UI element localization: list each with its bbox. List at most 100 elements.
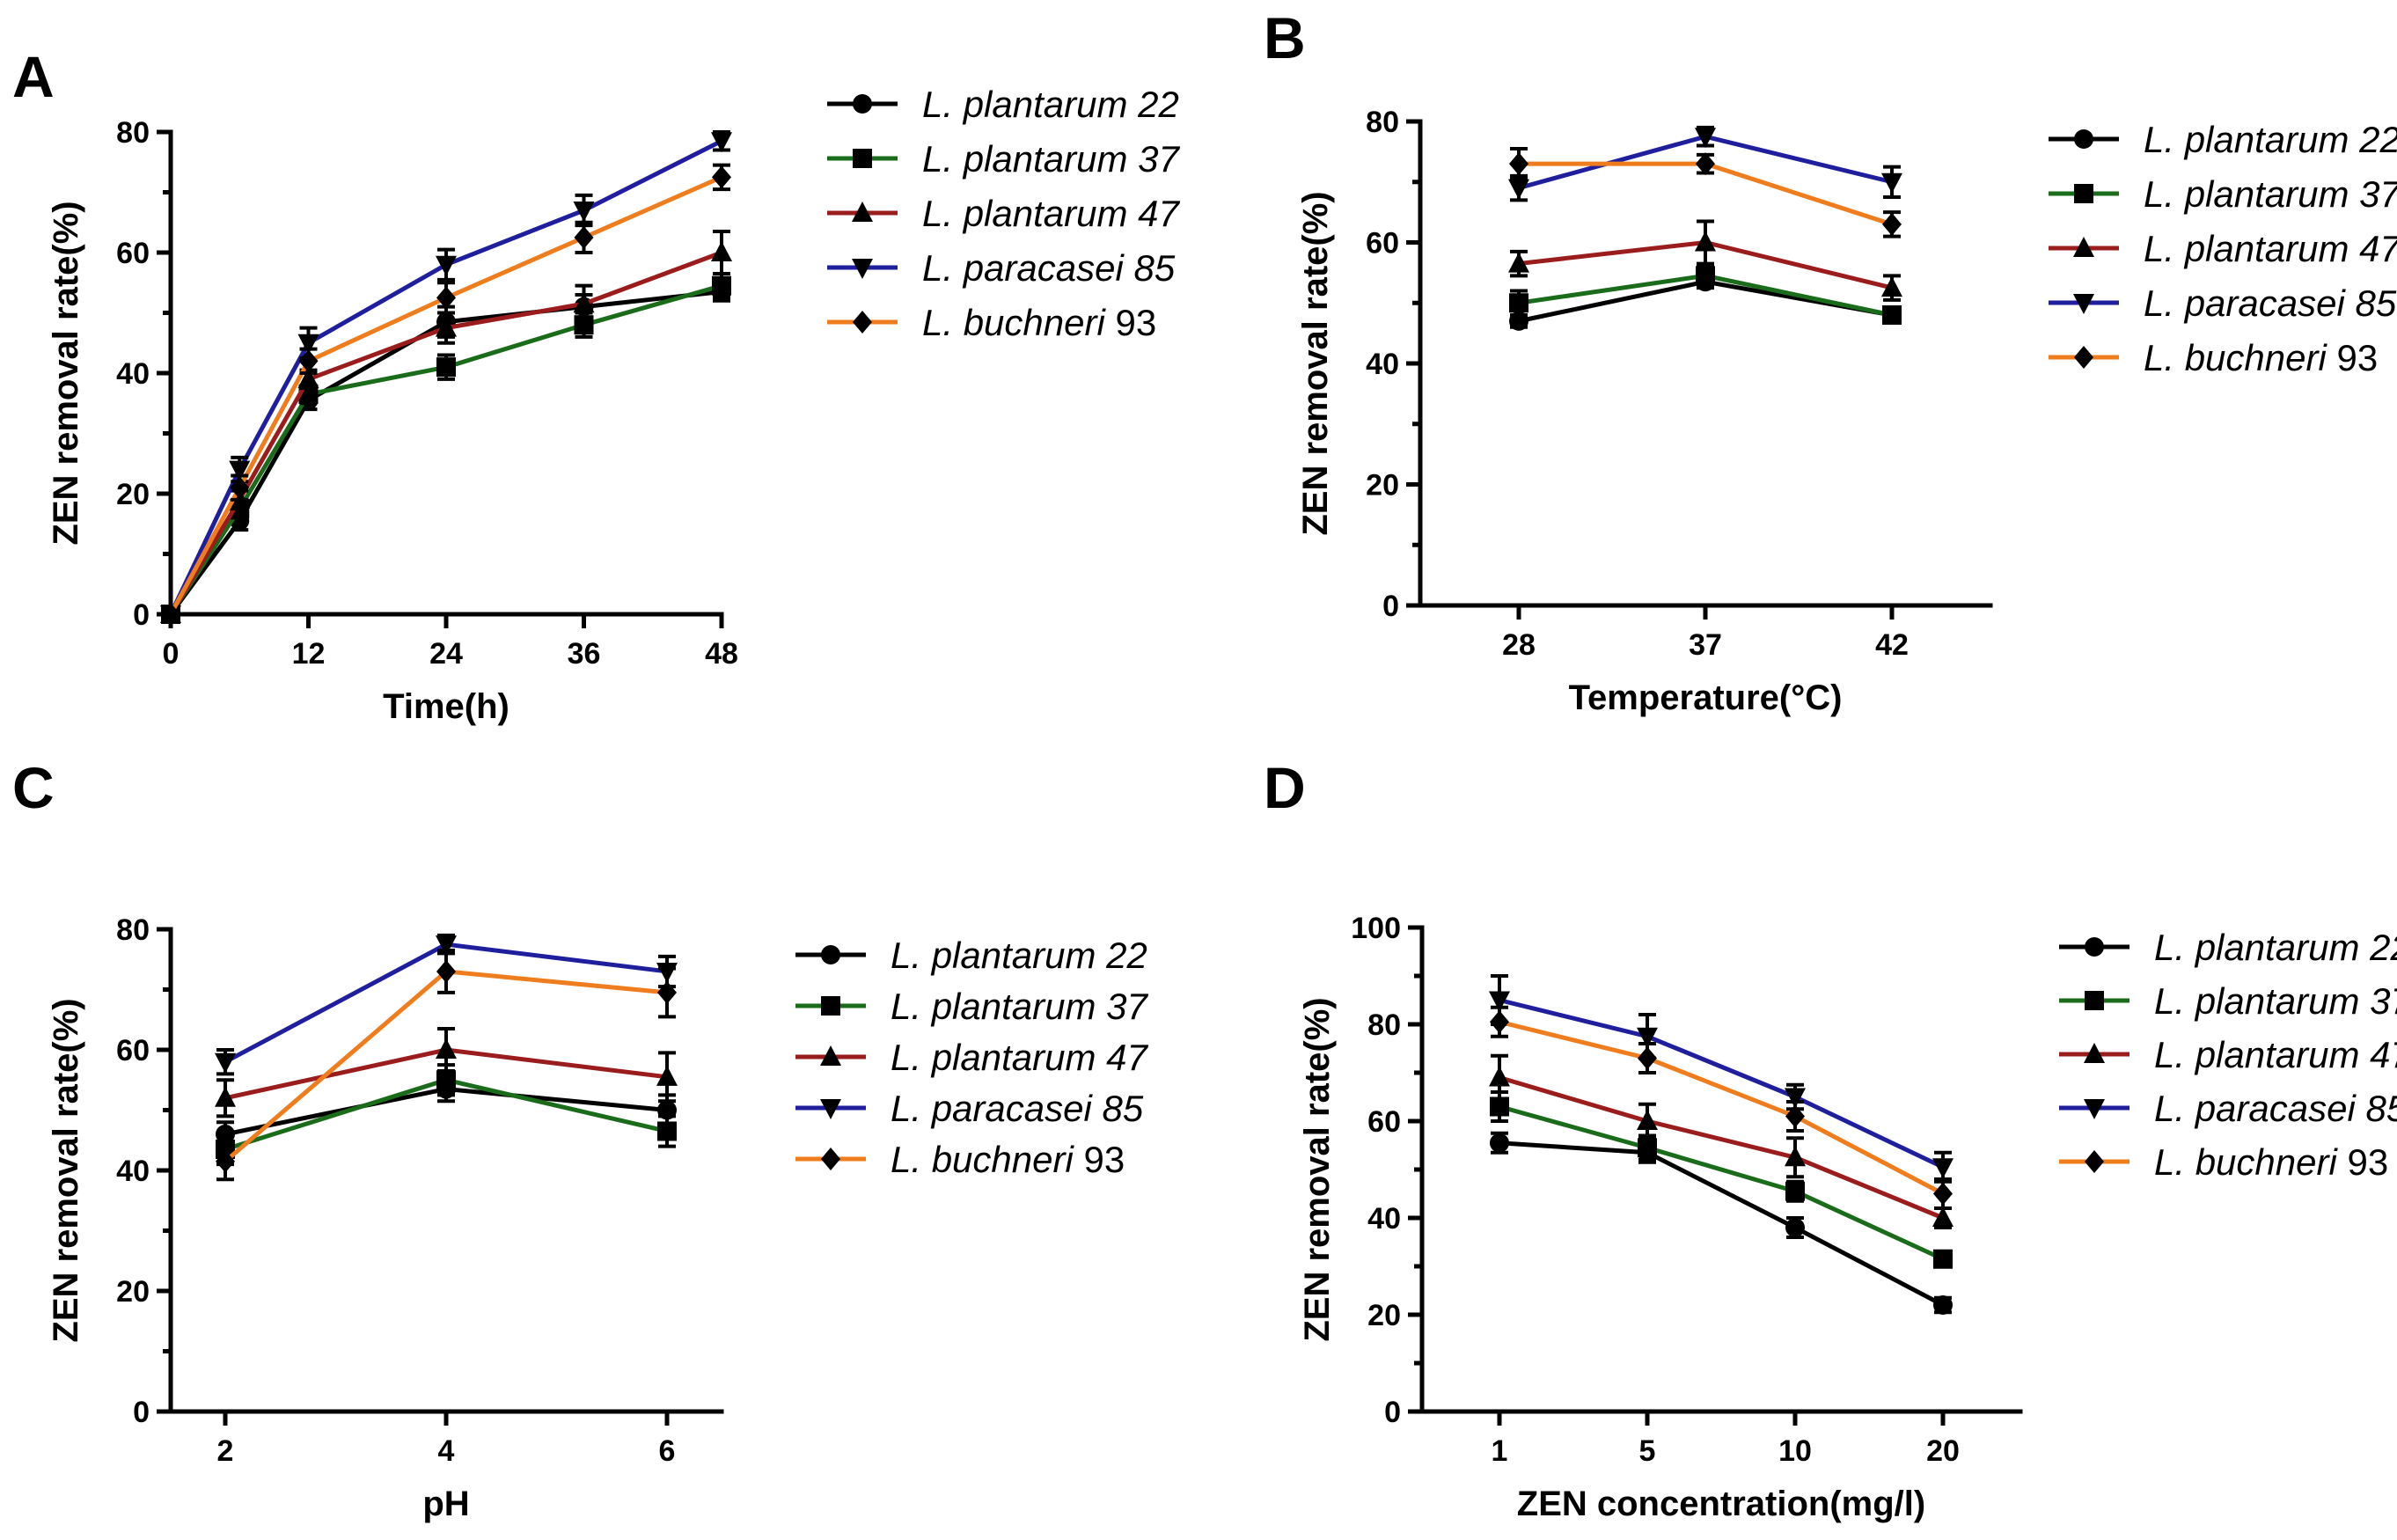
- legend-marker: [2085, 991, 2104, 1010]
- legend-strain: 47: [1138, 193, 1180, 234]
- legend-species: L. plantarum: [2144, 173, 2359, 215]
- data-point: [1490, 1010, 1509, 1034]
- data-point: [1489, 991, 1510, 1012]
- legend-species: L. plantarum: [2154, 980, 2370, 1022]
- legend-species: L. plantarum: [922, 138, 1138, 180]
- data-point: [657, 1121, 677, 1141]
- y-axis-label: ZEN removal rate(%): [1296, 191, 1335, 535]
- legend-species: L. plantarum: [891, 935, 1106, 976]
- x-tick-label: 28: [1502, 628, 1536, 662]
- series-line: [1499, 1075, 1944, 1221]
- legend-label: L. plantarum 37: [922, 138, 1180, 180]
- data-point: [436, 286, 456, 310]
- legend-strain: 22: [2369, 927, 2397, 968]
- legend-entry-l-paracasei-85: L. paracasei 85: [827, 247, 1176, 289]
- legend-marker: [852, 259, 873, 279]
- legend-label: L. plantarum 22: [2154, 927, 2397, 968]
- data-point: [1508, 252, 1529, 273]
- legend-entry-l-plantarum-47: L. plantarum 47: [2059, 1034, 2397, 1075]
- legend-label: L. buchneri 93: [2154, 1141, 2388, 1183]
- data-point: [1785, 1146, 1806, 1167]
- x-axis-label: Time(h): [383, 687, 509, 726]
- y-tick-label: 60: [1366, 227, 1399, 260]
- series-line: [168, 283, 722, 616]
- y-tick-label: 80: [1367, 1008, 1401, 1042]
- data-point: [1932, 1206, 1954, 1227]
- legend-strain: 37: [2359, 173, 2397, 215]
- data-point: [1933, 1295, 1953, 1315]
- y-axis-label: ZEN removal rate(%): [1298, 997, 1337, 1341]
- data-point: [1696, 266, 1715, 286]
- x-tick-label: 20: [1926, 1434, 1960, 1468]
- data-point: [436, 316, 457, 337]
- legend-species: L. buchneri: [922, 302, 1115, 343]
- data-point: [1509, 293, 1528, 313]
- legend-species: L. plantarum: [2154, 1034, 2370, 1075]
- series-l-plantarum-37: [1509, 265, 1902, 325]
- y-axis-label: ZEN removal rate(%): [47, 201, 85, 545]
- series-line: [1499, 1019, 1945, 1196]
- data-point: [712, 165, 731, 189]
- data-point: [1489, 1066, 1510, 1087]
- data-point: [1490, 1133, 1509, 1153]
- data-point: [1881, 172, 1902, 194]
- panel-a: A 0 20 40 60 80 0 12 24 36 48 Time(h) ZEN removal ra…: [12, 44, 1180, 726]
- data-point: [297, 367, 319, 388]
- legend-strain: 85: [1133, 247, 1175, 289]
- legend-marker: [2084, 1099, 2105, 1119]
- legend: L. plantarum 22L. plantarum 37L. plantar…: [827, 84, 1180, 343]
- legend-label: L. plantarum 37: [2154, 980, 2397, 1022]
- data-point: [712, 275, 731, 296]
- data-point: [1785, 1104, 1805, 1128]
- y-tick-label: 80: [116, 913, 150, 947]
- legend-entry-l-paracasei-85: L. paracasei 85: [2059, 1088, 2397, 1129]
- data-point: [297, 334, 319, 355]
- legend-label: L. paracasei 85: [922, 247, 1176, 289]
- legend-strain: 93: [1115, 302, 1156, 343]
- legend-marker: [853, 311, 872, 334]
- legend-species: L. plantarum: [922, 84, 1138, 125]
- y-tick-label: 40: [116, 1155, 150, 1188]
- legend-marker: [820, 1099, 841, 1119]
- legend-entry-l-buchneri-93: L. buchneri 93: [2059, 1141, 2388, 1183]
- legend: L. plantarum 22L. plantarum 37L. plantar…: [2059, 927, 2397, 1183]
- y-tick-label: 60: [116, 237, 150, 270]
- data-point: [215, 1086, 236, 1107]
- legend-label: L. plantarum 47: [2144, 228, 2397, 269]
- legend-label: L. plantarum 22: [891, 935, 1147, 976]
- panel-b: B 0 20 40 60 80 28 37 42 Temperature(°C) ZEN remov…: [1264, 5, 2397, 717]
- legend-marker: [2085, 937, 2104, 957]
- legend-label: L. plantarum 22: [922, 84, 1179, 125]
- data-point: [574, 315, 594, 335]
- legend-marker: [2073, 237, 2094, 257]
- panel-c: C 0 20 40 60 80 2 4 6 pH ZEN removal rate(%) L. pla…: [12, 755, 1148, 1523]
- data-point: [711, 241, 732, 261]
- legend-marker: [2074, 129, 2093, 149]
- legend: L. plantarum 22L. plantarum 37L. plantar…: [795, 935, 1148, 1180]
- series-l-plantarum-47: [215, 1027, 678, 1118]
- legend-label: L. buchneri 93: [891, 1139, 1125, 1180]
- y-tick-label: 0: [133, 598, 150, 632]
- legend-strain: 47: [2370, 1034, 2397, 1075]
- data-point: [1933, 1182, 1953, 1206]
- data-point: [1882, 305, 1902, 325]
- series-l-buchneri-93: [161, 163, 731, 626]
- data-point: [1638, 1138, 1657, 1158]
- legend-strain: 22: [1105, 935, 1147, 976]
- legend-marker: [821, 945, 840, 964]
- legend-entry-l-buchneri-93: L. buchneri 93: [2049, 337, 2378, 378]
- legend-label: L. plantarum 37: [2144, 173, 2397, 215]
- legend-entry-l-paracasei-85: L. paracasei 85: [2049, 282, 2397, 324]
- data-point: [230, 476, 250, 500]
- series-l-plantarum-37: [216, 1063, 677, 1167]
- data-point: [1695, 128, 1716, 149]
- y-tick-label: 0: [1382, 590, 1399, 623]
- legend-entry-l-plantarum-22: L. plantarum 22: [795, 935, 1147, 976]
- data-point: [436, 357, 456, 378]
- data-point: [216, 1149, 235, 1173]
- legend-entry-l-plantarum-22: L. plantarum 22: [827, 84, 1179, 125]
- legend-species: L. plantarum: [922, 193, 1138, 234]
- legend-label: L. plantarum 22: [2144, 119, 2397, 160]
- legend-species: L. paracasei: [2154, 1088, 2365, 1129]
- legend-strain: 85: [2365, 1088, 2397, 1129]
